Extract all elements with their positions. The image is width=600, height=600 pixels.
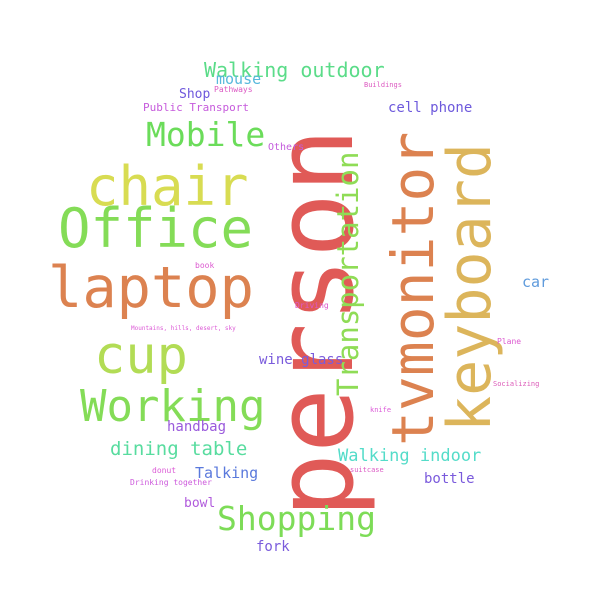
word-talking: Talking [195, 464, 259, 482]
word-public-transport: Public Transport [143, 101, 249, 114]
word-others: Others [268, 142, 305, 153]
word-book: book [195, 261, 215, 270]
word-drinking-together: Drinking together [130, 478, 212, 487]
word-working: Working [80, 381, 266, 432]
word-chair: chair [86, 155, 249, 218]
word-keyboard: keyboard [435, 143, 505, 432]
word-driving: Driving [295, 301, 329, 310]
word-tvmonitor: tvmonitor [379, 131, 447, 446]
word-wine-glass: wine glass [259, 352, 344, 368]
word-car: car [522, 273, 550, 291]
word-shop: Shop [179, 87, 211, 102]
word-bowl: bowl [184, 496, 216, 511]
word-walking-indoor: Walking indoor [338, 446, 482, 466]
word-knife: knife [370, 406, 392, 414]
word-buildings: Buildings [364, 81, 402, 89]
word-fork: fork [256, 539, 290, 555]
word-plane: Plane [497, 337, 522, 346]
word-bottle: bottle [424, 471, 475, 487]
word-mobile: Mobile [146, 115, 266, 154]
word-mountains: Mountains, hills, desert, sky [131, 325, 236, 332]
word-handbag: handbag [167, 419, 227, 435]
word-walking-outdoor: Walking outdoor [204, 58, 385, 82]
word-cup: cup [94, 326, 188, 386]
word-suitcase: suitcase [350, 466, 384, 474]
word-office: Office [58, 197, 254, 260]
word-shopping: Shopping [217, 499, 376, 538]
word-mouse: mouse [216, 70, 262, 88]
word-laptop: laptop [48, 255, 254, 321]
word-dining-table: dining table [110, 438, 248, 460]
word-donut: donut [152, 466, 177, 475]
word-pathways: Pathways [214, 85, 253, 94]
word-socializing: Socializing [493, 380, 540, 388]
word-cell-phone: cell phone [388, 100, 473, 116]
